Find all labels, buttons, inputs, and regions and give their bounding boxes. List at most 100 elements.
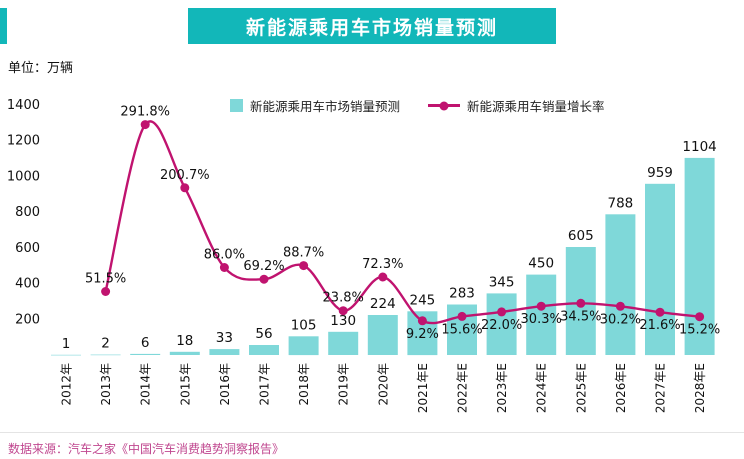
growth-rate-label: 23.8% xyxy=(323,291,364,306)
x-axis-label: 2020年 xyxy=(376,363,390,406)
bar-value-label: 450 xyxy=(528,256,554,272)
line-legend-dot-icon xyxy=(439,101,449,110)
x-axis-label: 2019年 xyxy=(337,363,351,406)
chart-title: 新能源乘用车市场销量预测 xyxy=(245,16,498,39)
x-axis-label: 2025年E xyxy=(574,363,588,413)
growth-rate-label: 15.2% xyxy=(679,323,720,338)
bar xyxy=(526,274,557,355)
bar xyxy=(288,336,319,356)
chart-title-bar: 新能源乘用车市场销量预测 xyxy=(188,8,556,44)
line-legend-label: 新能源乘用车销量增长率 xyxy=(467,99,605,114)
bar xyxy=(169,351,200,355)
x-axis-label: 2023年E xyxy=(495,363,509,413)
y-axis-tick-label: 800 xyxy=(15,205,40,220)
left-accent-bar xyxy=(0,8,7,44)
line-point xyxy=(180,183,190,193)
bar-value-label: 283 xyxy=(449,286,475,302)
line-point xyxy=(615,301,625,311)
x-axis-label: 2014年 xyxy=(139,363,153,406)
line-point xyxy=(576,298,586,308)
bar xyxy=(605,214,636,355)
growth-rate-label: 51.5% xyxy=(85,272,126,287)
x-axis-label: 2028年E xyxy=(693,363,707,413)
x-axis-label: 2015年 xyxy=(178,363,192,406)
growth-rate-label: 21.6% xyxy=(639,318,680,333)
line-point xyxy=(695,312,705,322)
line-point xyxy=(101,287,111,296)
y-axis-tick-label: 1400 xyxy=(7,98,40,113)
growth-rate-label: 86.0% xyxy=(204,248,245,263)
bar xyxy=(249,345,279,355)
bar xyxy=(486,293,517,355)
x-axis-label: 2012年 xyxy=(60,363,74,406)
growth-rate-label: 69.2% xyxy=(243,259,284,274)
y-axis-tick-label: 600 xyxy=(15,241,40,256)
x-axis-label: 2026年E xyxy=(614,363,628,413)
y-axis-tick-label: 1200 xyxy=(7,134,40,149)
source-note: 数据来源：汽车之家《中国汽车消费趋势洞察报告》 xyxy=(0,432,744,457)
bar-value-label: 224 xyxy=(370,296,396,312)
growth-rate-label: 30.2% xyxy=(600,312,641,327)
bar-value-label: 1 xyxy=(62,336,71,352)
growth-rate-label: 200.7% xyxy=(160,168,210,183)
line-point xyxy=(417,316,427,326)
x-axis-label: 2018年 xyxy=(297,363,311,406)
x-axis-label: 2016年 xyxy=(218,363,232,406)
bar-value-label: 18 xyxy=(176,333,193,349)
bar xyxy=(328,331,359,355)
growth-rate-label: 30.3% xyxy=(521,312,562,327)
bar xyxy=(645,183,675,356)
bar-legend-label: 新能源乘用车市场销量预测 xyxy=(250,99,401,114)
sales-forecast-combo-chart: 200 400 600 800 1000 1200 1400 1 2 6 18 33 56 105 130 2… xyxy=(7,98,720,413)
bar-value-label: 130 xyxy=(330,313,356,329)
bar-value-label: 2 xyxy=(101,336,110,352)
x-axis-label: 2017年 xyxy=(258,363,272,406)
bar xyxy=(51,354,81,356)
bar-value-label: 788 xyxy=(608,195,634,211)
y-axis-tick-label: 1000 xyxy=(7,169,40,184)
bar-value-label: 959 xyxy=(647,165,673,181)
line-point xyxy=(259,274,269,284)
line-point xyxy=(219,263,229,272)
y-axis-tick-label: 200 xyxy=(15,312,40,327)
bar-legend-swatch xyxy=(230,99,243,112)
x-axis-label: 2024年E xyxy=(535,363,549,413)
line-point xyxy=(536,301,546,311)
x-axis-label: 2021年E xyxy=(416,363,430,413)
bar-value-label: 245 xyxy=(410,292,436,308)
bar-value-label: 56 xyxy=(255,326,272,342)
bar xyxy=(209,349,240,355)
line-point xyxy=(378,272,388,282)
bar-value-label: 6 xyxy=(141,335,150,351)
line-point xyxy=(140,120,150,130)
unit-label: 单位：万辆 xyxy=(8,61,74,76)
growth-rate-label: 291.8% xyxy=(120,105,170,120)
bar-value-label: 105 xyxy=(291,317,317,333)
growth-rate-label: 34.5% xyxy=(560,309,601,324)
line-point xyxy=(338,306,348,316)
growth-rate-label: 72.3% xyxy=(362,257,403,272)
line-point xyxy=(299,261,309,271)
growth-rate-label: 9.2% xyxy=(406,327,439,342)
y-axis-tick-label: 400 xyxy=(15,277,40,292)
line-point xyxy=(457,311,467,321)
line-legend-swatch xyxy=(428,101,461,110)
x-axis-label: 2027年E xyxy=(654,363,668,413)
x-axis-label: 2013年 xyxy=(99,363,113,406)
bar-value-label: 345 xyxy=(489,274,515,290)
bar xyxy=(684,157,715,355)
growth-rate-label: 22.0% xyxy=(481,318,522,333)
bar xyxy=(367,315,398,355)
x-axis-label: 2022年E xyxy=(456,363,470,413)
line-point xyxy=(497,307,507,317)
growth-rate-label: 88.7% xyxy=(283,246,324,261)
bar-value-label: 605 xyxy=(568,228,594,244)
bar-value-label: 33 xyxy=(216,330,233,346)
bar-value-label: 1104 xyxy=(682,139,716,155)
line-point xyxy=(655,307,665,317)
legend: 新能源乘用车市场销量预测 新能源乘用车销量增长率 xyxy=(230,96,605,115)
bar xyxy=(90,354,121,356)
growth-rate-label: 15.6% xyxy=(441,322,482,337)
bar xyxy=(130,353,161,355)
